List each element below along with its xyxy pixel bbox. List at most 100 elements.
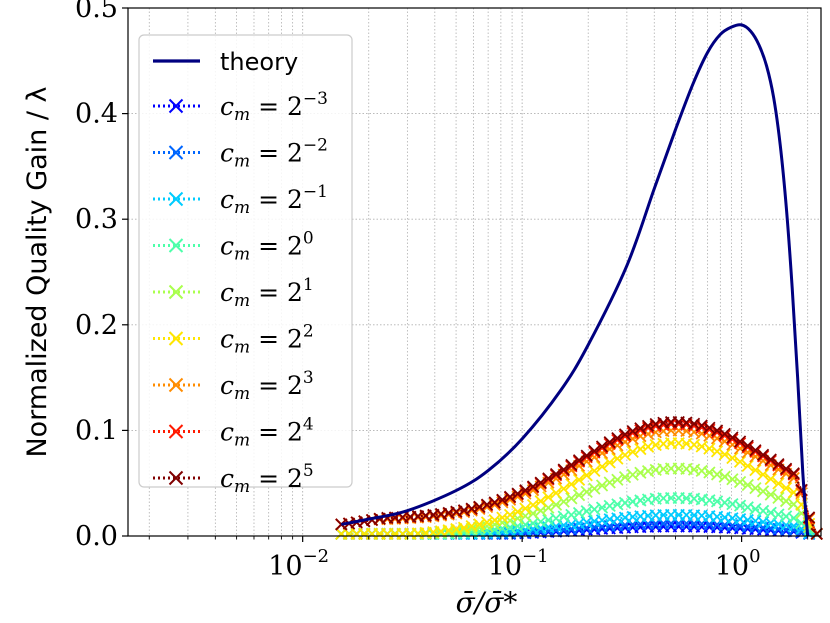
series-marker xyxy=(595,440,609,453)
legend-equation: = 2 xyxy=(250,418,303,447)
series-marker xyxy=(641,419,655,432)
legend-series-label: cm = 2−2 xyxy=(220,136,328,172)
legend-series-label: cm = 22 xyxy=(220,322,314,358)
theory-curve xyxy=(341,23,810,537)
legend-subscript: m xyxy=(234,198,250,218)
series-marker xyxy=(703,442,716,455)
y-tick-label: 0.0 xyxy=(75,521,118,552)
legend-exponent: 0 xyxy=(303,229,314,249)
legend-series-marker xyxy=(168,98,184,114)
series-marker xyxy=(565,458,578,472)
series-marker xyxy=(580,469,593,482)
legend-equation: = 2 xyxy=(250,185,303,214)
series-marker xyxy=(772,477,785,490)
legend-exponent: 3 xyxy=(303,368,314,388)
series-marker xyxy=(756,448,770,461)
series-marker xyxy=(572,488,586,502)
legend-equation: = 2 xyxy=(250,139,303,168)
series-layer xyxy=(335,415,823,541)
legend-symbol: c xyxy=(220,278,234,307)
series-marker xyxy=(749,444,762,457)
series-marker xyxy=(496,511,509,524)
legend-subscript: m xyxy=(234,431,250,451)
series-marker xyxy=(787,467,800,480)
series-marker xyxy=(718,448,731,461)
series-marker xyxy=(718,427,731,440)
series-marker xyxy=(733,435,747,448)
legend-exponent: 1 xyxy=(303,275,314,295)
series-marker xyxy=(741,459,754,473)
series-marker xyxy=(764,488,777,501)
series-marker xyxy=(718,470,731,483)
series-marker xyxy=(595,479,609,492)
series-marker xyxy=(534,504,547,517)
series-marker xyxy=(580,450,593,464)
series-marker xyxy=(618,428,632,441)
series-marker xyxy=(534,495,547,508)
series-marker xyxy=(557,463,570,476)
series-marker xyxy=(764,453,777,466)
series-marker xyxy=(634,466,647,479)
series-marker xyxy=(572,506,586,520)
plot-frame xyxy=(127,7,822,537)
series-marker xyxy=(588,464,601,478)
series-marker xyxy=(480,498,494,511)
series-marker xyxy=(641,440,655,453)
y-tick-label: 0.5 xyxy=(75,0,118,24)
legend-subscript: m xyxy=(234,152,250,172)
legend-symbol: c xyxy=(220,371,234,400)
series-marker xyxy=(580,449,593,462)
series-line xyxy=(341,522,817,535)
series-marker xyxy=(779,462,793,475)
series-marker xyxy=(503,490,517,503)
series-marker xyxy=(603,476,616,489)
legend-series-marker xyxy=(168,238,184,253)
legend-subscript: m xyxy=(234,105,250,125)
legend-series-label: cm = 21 xyxy=(220,275,314,311)
legend-symbol: c xyxy=(220,139,234,168)
legend-symbol: c xyxy=(220,185,234,214)
series-marker xyxy=(549,467,563,481)
series-marker xyxy=(756,504,770,518)
legend-symbol: c xyxy=(220,325,234,354)
series-marker xyxy=(465,502,478,515)
series-marker xyxy=(764,506,777,519)
series-marker xyxy=(764,472,777,486)
legend-exponent: −3 xyxy=(303,89,328,109)
y-tick-label: 0.4 xyxy=(75,99,118,130)
series-marker xyxy=(603,436,616,449)
legend-subscript: m xyxy=(234,245,250,265)
series-marker xyxy=(618,448,632,462)
series-marker xyxy=(603,456,616,469)
series-marker xyxy=(695,440,708,453)
legend-series-label: cm = 25 xyxy=(220,461,314,497)
legend-symbol: c xyxy=(220,92,234,121)
legend-series-label: cm = 20 xyxy=(220,229,314,265)
legend-series-label: cm = 2−3 xyxy=(220,89,328,125)
series-marker xyxy=(534,476,547,489)
series-marker xyxy=(741,439,754,452)
x-tick-label: 100 xyxy=(715,546,761,582)
series-marker xyxy=(549,486,563,500)
legend-series-marker xyxy=(168,284,184,300)
series-marker xyxy=(565,492,578,505)
series-marker xyxy=(687,438,701,451)
series-marker xyxy=(488,513,501,527)
legend-subscript: m xyxy=(234,477,250,497)
series-marker xyxy=(749,502,762,516)
series-marker xyxy=(695,419,708,432)
theory-layer xyxy=(341,23,810,537)
legend-series-marker xyxy=(168,191,184,207)
series-marker xyxy=(733,499,747,512)
series-marker xyxy=(572,454,586,467)
legend-exponent: 4 xyxy=(303,415,314,435)
series-marker xyxy=(503,508,517,521)
series-marker xyxy=(572,473,586,486)
series-marker xyxy=(626,445,639,458)
x-tick-label: 10−2 xyxy=(268,546,329,582)
series-marker xyxy=(519,484,532,497)
x-axis-label: σ̄/σ̄* xyxy=(456,586,518,619)
x-axis-ticks: 10−2 10−1 100 xyxy=(148,536,809,582)
series-marker xyxy=(473,500,486,513)
series-marker xyxy=(496,493,509,506)
